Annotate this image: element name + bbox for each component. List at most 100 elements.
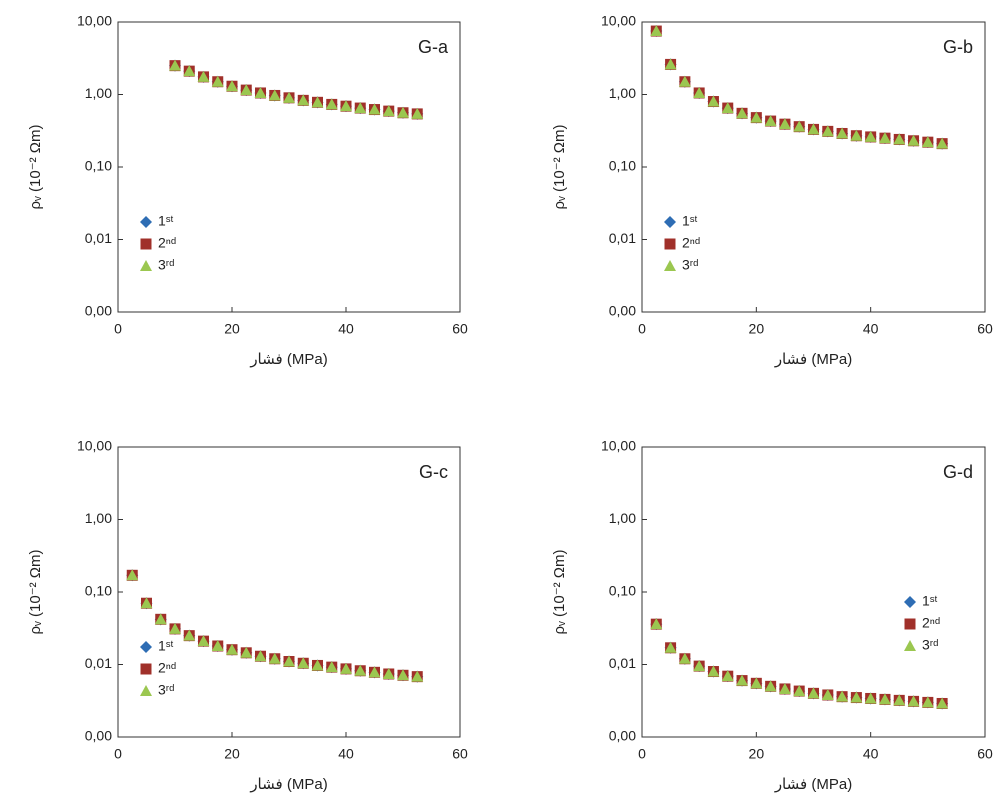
y-tick-label: 1,00 bbox=[609, 85, 636, 101]
marker bbox=[936, 137, 949, 149]
marker bbox=[721, 102, 734, 114]
marker bbox=[397, 106, 409, 118]
marker bbox=[297, 94, 310, 106]
panel-title: G-b bbox=[943, 37, 973, 57]
y-tick-label: 0,01 bbox=[85, 230, 112, 246]
marker bbox=[678, 75, 691, 87]
marker bbox=[750, 677, 763, 689]
marker bbox=[921, 696, 934, 708]
legend-marker bbox=[140, 260, 152, 271]
marker bbox=[368, 103, 381, 115]
marker bbox=[678, 652, 691, 664]
y-axis-label: ρᵥ (10⁻² Ωm) bbox=[551, 550, 568, 635]
legend-label: 2ⁿᵈ bbox=[158, 235, 176, 251]
marker bbox=[411, 107, 424, 119]
marker bbox=[736, 674, 749, 686]
marker bbox=[254, 86, 267, 98]
marker bbox=[836, 127, 849, 139]
panel-title: G-c bbox=[419, 462, 448, 482]
y-tick-label: 1,00 bbox=[85, 85, 112, 101]
marker bbox=[907, 134, 920, 146]
marker bbox=[211, 639, 224, 651]
legend-label: 1ˢᵗ bbox=[158, 213, 174, 229]
marker bbox=[354, 102, 367, 114]
y-tick-label: 0,00 bbox=[609, 728, 636, 744]
marker bbox=[650, 618, 663, 630]
legend-label: 2ⁿᵈ bbox=[922, 615, 940, 631]
x-tick-label: 0 bbox=[638, 746, 646, 762]
marker bbox=[140, 597, 153, 609]
y-tick-label: 0,01 bbox=[85, 655, 112, 671]
marker bbox=[283, 655, 295, 667]
x-axis-label: فشار (MPa) bbox=[249, 776, 327, 793]
marker bbox=[397, 669, 409, 681]
legend-marker bbox=[140, 685, 152, 696]
marker bbox=[382, 667, 395, 679]
marker bbox=[226, 80, 238, 92]
y-tick-label: 10,00 bbox=[77, 438, 112, 454]
x-tick-label: 60 bbox=[977, 746, 993, 762]
marker bbox=[240, 646, 253, 658]
marker bbox=[325, 98, 338, 110]
legend-marker bbox=[664, 238, 676, 250]
y-tick-label: 0,01 bbox=[609, 655, 636, 671]
marker bbox=[864, 130, 877, 142]
marker bbox=[693, 86, 706, 98]
x-tick-label: 0 bbox=[638, 321, 646, 337]
y-tick-label: 0,00 bbox=[85, 728, 112, 744]
legend-label: 3ʳᵈ bbox=[922, 637, 938, 653]
marker bbox=[893, 694, 906, 706]
x-axis-label: فشار (MPa) bbox=[774, 351, 852, 368]
x-tick-label: 40 bbox=[338, 321, 354, 337]
marker bbox=[268, 652, 281, 664]
marker bbox=[921, 136, 934, 148]
y-axis-label: ρᵥ (10⁻² Ωm) bbox=[27, 550, 44, 635]
marker bbox=[878, 693, 891, 705]
marker bbox=[664, 58, 677, 70]
legend-marker bbox=[140, 641, 152, 653]
y-tick-label: 1,00 bbox=[609, 510, 636, 526]
marker bbox=[211, 75, 224, 87]
legend-label: 3ʳᵈ bbox=[158, 682, 174, 698]
y-tick-label: 0,10 bbox=[85, 158, 112, 174]
marker bbox=[126, 569, 139, 581]
marker bbox=[664, 641, 677, 653]
marker bbox=[169, 622, 181, 634]
y-tick-label: 10,00 bbox=[77, 13, 112, 29]
marker bbox=[721, 670, 734, 682]
x-tick-label: 0 bbox=[114, 321, 122, 337]
marker bbox=[878, 132, 891, 144]
y-tick-label: 10,00 bbox=[601, 13, 636, 29]
x-tick-label: 0 bbox=[114, 746, 122, 762]
legend-marker bbox=[140, 216, 152, 228]
marker bbox=[283, 91, 295, 103]
panel: 0,00 0,01 0,10 1,00 10,00 0 20 40 60 G-d فشار (MPa… bbox=[551, 438, 993, 793]
marker bbox=[807, 687, 820, 699]
legend-marker bbox=[904, 618, 916, 630]
x-tick-label: 40 bbox=[863, 746, 879, 762]
x-tick-label: 60 bbox=[452, 746, 468, 762]
x-tick-label: 40 bbox=[338, 746, 354, 762]
marker bbox=[864, 692, 877, 704]
legend-marker bbox=[140, 238, 152, 250]
legend-marker bbox=[664, 216, 676, 228]
marker bbox=[368, 666, 381, 678]
marker bbox=[707, 95, 720, 107]
legend-label: 1ˢᵗ bbox=[682, 213, 698, 229]
y-tick-label: 0,00 bbox=[85, 303, 112, 319]
marker bbox=[736, 107, 749, 119]
marker bbox=[411, 670, 424, 682]
marker bbox=[850, 129, 863, 141]
legend-marker bbox=[904, 640, 916, 651]
marker bbox=[893, 133, 906, 145]
marker bbox=[850, 691, 863, 703]
x-tick-label: 20 bbox=[224, 321, 240, 337]
y-tick-label: 0,10 bbox=[609, 583, 636, 599]
x-axis-label: فشار (MPa) bbox=[249, 351, 327, 368]
x-tick-label: 60 bbox=[452, 321, 468, 337]
y-tick-label: 10,00 bbox=[601, 438, 636, 454]
y-tick-label: 1,00 bbox=[85, 510, 112, 526]
x-axis-label: فشار (MPa) bbox=[774, 776, 852, 793]
legend-marker bbox=[904, 596, 916, 608]
